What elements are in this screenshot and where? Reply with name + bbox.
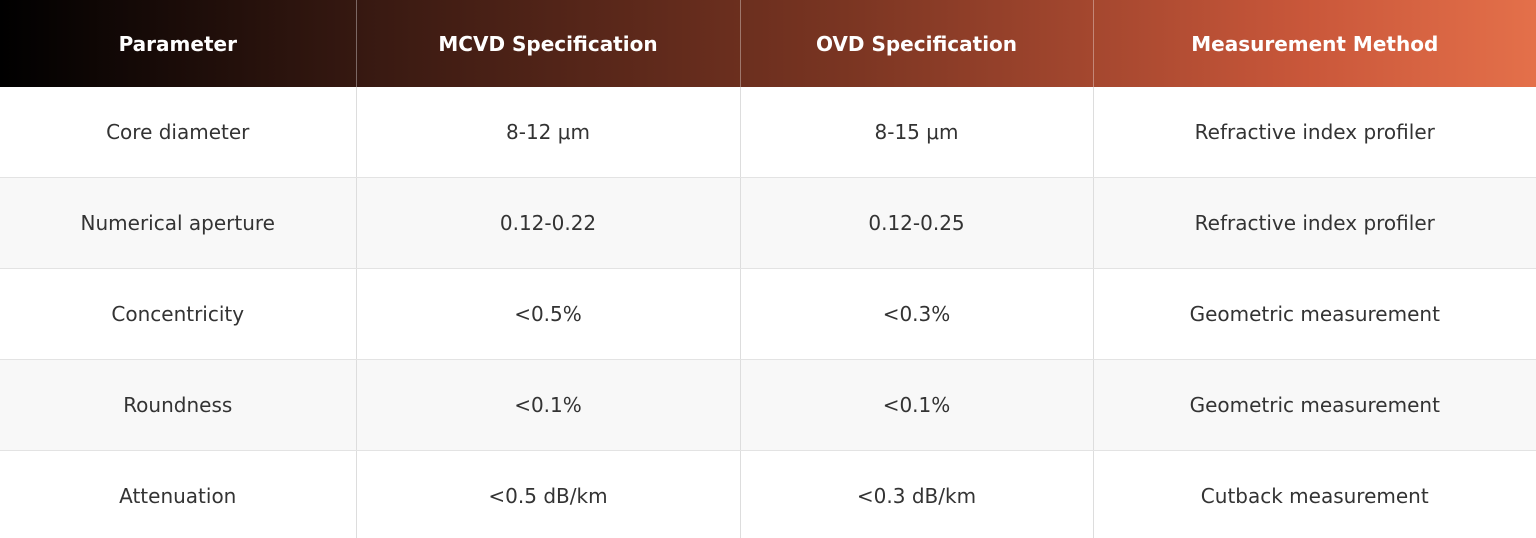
table-header: Parameter MCVD Specification OVD Specifica… (0, 0, 1536, 87)
table-cell: 0.12-0.22 (356, 177, 741, 269)
table-cell: 8-12 μm (356, 87, 741, 178)
table-cell: Numerical aperture (0, 177, 357, 269)
table-cell: 0.12-0.25 (740, 177, 1094, 269)
table-row: Attenuation <0.5 dB/km <0.3 dB/km Cutback m… (0, 450, 1536, 538)
header-cell: MCVD Specification (356, 0, 741, 87)
table-cell: <0.5% (356, 268, 741, 360)
table-cell: Refractive index profiler (1093, 87, 1536, 178)
table-cell: Geometric measurement (1093, 268, 1536, 360)
table-cell: Attenuation (0, 450, 357, 538)
table-cell: Concentricity (0, 268, 357, 360)
header-row: Parameter MCVD Specification OVD Specifica… (0, 0, 1536, 87)
table-cell: Refractive index profiler (1093, 177, 1536, 269)
header-cell: Measurement Method (1191, 31, 1439, 56)
table-cell: <0.1% (740, 359, 1094, 451)
table-cell: Cutback measurement (1093, 450, 1536, 538)
table-cell: 8-15 μm (740, 87, 1094, 178)
table-cell: <0.5 dB/km (356, 450, 741, 538)
table-cell: <0.3% (740, 268, 1094, 360)
table-row: Roundness <0.1% <0.1% Geometric measurement (0, 359, 1536, 451)
table-row: Numerical aperture 0.12-0.22 0.12-0.25 Refr… (0, 177, 1536, 269)
header-cell: OVD Specification (740, 0, 1094, 87)
table-cell: Geometric measurement (1093, 359, 1536, 451)
table-cell: <0.1% (356, 359, 741, 451)
table-row: Concentricity <0.5% <0.3% Geometric measure… (0, 268, 1536, 360)
table-cell: Roundness (0, 359, 357, 451)
table-row: Core diameter 8-12 μm 8-15 μm Refractive in… (0, 87, 1536, 178)
header-cell: Parameter (0, 0, 357, 87)
table-cell: Core diameter (0, 87, 357, 178)
table-cell: <0.3 dB/km (740, 450, 1094, 538)
table-body: Core diameter 8-12 μm 8-15 μm Refractive in… (0, 87, 1536, 538)
